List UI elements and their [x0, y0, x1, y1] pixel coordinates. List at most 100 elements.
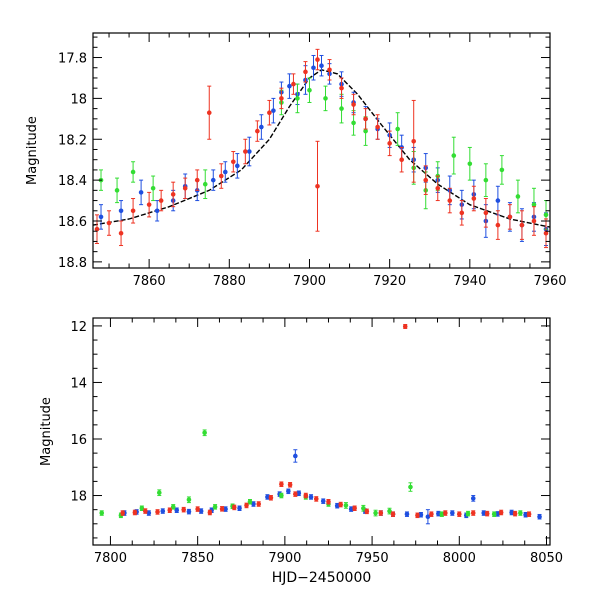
- data-point: [387, 141, 392, 146]
- data-point: [130, 169, 136, 175]
- data-point: [531, 218, 537, 224]
- data-point: [231, 505, 237, 510]
- y-tick-label: 18: [70, 490, 87, 505]
- data-point: [429, 511, 434, 517]
- data-point: [158, 198, 164, 203]
- data-point: [495, 222, 501, 228]
- plot-frame: [92, 32, 551, 269]
- data-point: [483, 177, 489, 183]
- data-point: [307, 87, 312, 93]
- data-point: [526, 511, 532, 517]
- data-point: [94, 226, 100, 232]
- x-tick-label: 7960: [533, 274, 566, 289]
- data-point: [231, 159, 236, 165]
- y-tick-label: 18.6: [58, 215, 87, 230]
- data-point: [404, 511, 410, 517]
- data-point: [481, 510, 487, 516]
- series-2: [120, 324, 532, 519]
- data-point: [537, 514, 542, 520]
- data-point: [120, 510, 125, 516]
- x-tick-label: 7920: [373, 274, 406, 289]
- data-point: [303, 69, 308, 75]
- x-axis-label: HJD−2450000: [272, 570, 372, 586]
- data-point: [361, 505, 366, 511]
- data-point: [373, 510, 378, 516]
- data-point: [423, 177, 429, 183]
- data-point: [256, 501, 262, 507]
- data-point: [323, 96, 328, 101]
- x-tick-label: 7800: [94, 551, 127, 566]
- data-point: [118, 230, 124, 236]
- data-point: [351, 102, 356, 107]
- data-point: [315, 57, 320, 62]
- x-tick-label: 7860: [133, 274, 166, 289]
- data-point: [202, 181, 208, 187]
- y-tick-label: 16: [70, 433, 87, 448]
- data-point: [146, 202, 152, 207]
- data-point: [471, 196, 477, 201]
- data-point: [293, 453, 298, 459]
- data-point: [118, 208, 124, 214]
- data-point: [139, 505, 145, 511]
- data-point: [99, 510, 105, 516]
- plot-area: [99, 324, 542, 525]
- data-point: [543, 230, 549, 236]
- data-point: [143, 508, 148, 514]
- data-point: [378, 510, 384, 516]
- data-point: [181, 507, 187, 512]
- data-point: [286, 488, 291, 494]
- data-point: [138, 190, 144, 195]
- data-point: [326, 499, 331, 505]
- data-point: [499, 167, 505, 173]
- data-point: [150, 186, 156, 191]
- data-point: [114, 188, 120, 193]
- data-point: [543, 212, 549, 218]
- x-tick-label: 8050: [530, 551, 563, 566]
- data-point: [519, 222, 525, 228]
- data-point: [207, 510, 213, 515]
- data-point: [268, 495, 274, 501]
- data-point: [308, 494, 314, 500]
- data-point: [402, 324, 408, 329]
- data-point: [443, 510, 448, 516]
- y-tick-label: 14: [70, 376, 87, 391]
- data-point: [182, 186, 188, 191]
- y-axis-label: Magnitude: [25, 116, 40, 185]
- data-point: [338, 502, 343, 507]
- data-point: [467, 161, 473, 167]
- y-tick-label: 18.8: [58, 256, 87, 271]
- data-point: [223, 506, 228, 512]
- data-point: [155, 509, 160, 515]
- data-point: [327, 67, 332, 73]
- data-point: [450, 510, 455, 516]
- bottom-panel-full-season: 7800 7850 7900 7950 8000 8050 12 14 16 18 Magnitud…: [39, 317, 563, 586]
- data-point: [387, 508, 392, 514]
- data-point: [291, 81, 296, 87]
- data-point: [287, 482, 293, 488]
- data-point: [411, 139, 417, 144]
- data-point: [495, 511, 500, 517]
- data-point: [202, 430, 207, 436]
- data-point: [212, 504, 218, 510]
- data-point: [255, 128, 260, 134]
- data-point: [247, 149, 252, 154]
- data-point: [320, 498, 326, 504]
- data-point: [243, 149, 248, 154]
- data-point: [334, 503, 340, 509]
- data-point: [495, 198, 501, 203]
- data-point: [279, 481, 284, 487]
- data-point: [436, 511, 441, 516]
- series-1: [99, 429, 523, 519]
- data-point: [194, 177, 200, 183]
- data-point: [237, 505, 242, 511]
- data-point: [98, 214, 104, 220]
- data-point: [219, 506, 225, 512]
- x-tick-label: 7940: [453, 274, 486, 289]
- data-point: [222, 169, 228, 175]
- data-point: [363, 128, 368, 134]
- data-point: [456, 511, 462, 517]
- data-point: [295, 96, 300, 101]
- data-point: [218, 173, 224, 179]
- data-point: [198, 508, 204, 514]
